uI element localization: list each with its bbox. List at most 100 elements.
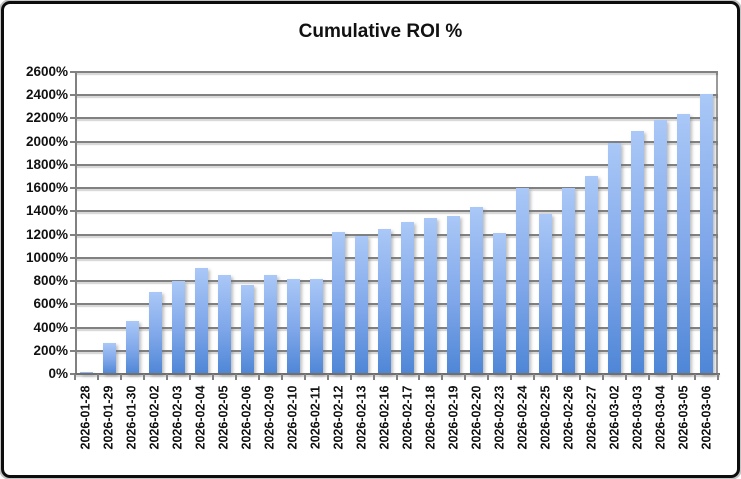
y-tick-mark <box>70 94 76 97</box>
x-tick-label: 2026-03-02 <box>607 385 622 450</box>
y-tick-label: 800% <box>33 273 68 289</box>
x-tick-mark <box>464 374 467 380</box>
bar <box>607 142 621 374</box>
chart-title: Cumulative ROI % <box>298 21 463 42</box>
y-tick-mark <box>70 210 76 213</box>
y-tick-label: 1600% <box>25 180 68 196</box>
x-tick-label: 2026-03-05 <box>676 385 691 450</box>
x-tick-label: 2026-02-03 <box>170 385 185 450</box>
x-tick-mark <box>303 374 306 380</box>
bar <box>148 292 162 374</box>
x-tick-label: 2026-02-19 <box>446 385 461 450</box>
plot-right-border <box>716 72 718 374</box>
x-tick-label: 2026-02-09 <box>262 385 277 450</box>
gridline <box>75 256 718 259</box>
x-tick-mark <box>441 374 444 380</box>
bar <box>516 187 530 374</box>
x-tick-label: 2026-02-27 <box>584 385 599 450</box>
bar <box>699 94 713 374</box>
gridline <box>75 187 718 190</box>
bar <box>561 187 575 374</box>
gridline <box>75 233 718 236</box>
x-tick-label: 2026-01-28 <box>78 385 93 450</box>
y-tick-label: 1400% <box>25 203 68 219</box>
gridline <box>75 303 718 306</box>
x-tick-label: 2026-03-03 <box>630 385 645 450</box>
y-tick-label: 1800% <box>25 156 68 172</box>
bar <box>125 320 139 374</box>
x-tick-label: 2026-02-24 <box>515 385 530 450</box>
y-tick-label: 0% <box>48 366 68 381</box>
bar <box>332 231 346 374</box>
x-tick-mark <box>556 374 559 380</box>
x-tick-label: 2026-02-02 <box>147 385 162 450</box>
gridline <box>75 71 718 73</box>
y-tick-label: 2000% <box>25 133 68 149</box>
y-tick-label: 1200% <box>25 226 68 242</box>
bar <box>309 279 323 374</box>
x-tick-label: 2026-02-13 <box>354 385 369 450</box>
y-tick-mark <box>70 71 76 73</box>
y-tick-mark <box>70 256 76 259</box>
x-tick-label: 2026-02-26 <box>561 385 576 450</box>
x-tick-mark <box>418 374 421 380</box>
bar <box>424 218 438 374</box>
bar <box>171 280 185 374</box>
x-tick-mark <box>602 374 605 380</box>
x-tick-mark <box>349 374 352 380</box>
x-tick-mark <box>579 374 582 380</box>
x-tick-mark <box>395 374 398 380</box>
bar <box>355 235 369 374</box>
y-tick-mark <box>70 140 76 143</box>
gridline <box>75 326 718 329</box>
x-tick-mark <box>533 374 536 380</box>
x-tick-label: 2026-01-29 <box>101 385 116 450</box>
bar <box>584 175 598 374</box>
x-tick-label: 2026-02-05 <box>216 385 231 450</box>
bar <box>676 114 690 374</box>
x-tick-label: 2026-02-10 <box>285 385 300 450</box>
bar <box>217 274 231 374</box>
x-tick-mark <box>510 374 513 380</box>
y-tick-mark <box>70 187 76 190</box>
x-tick-mark <box>326 374 329 380</box>
x-tick-label: 2026-03-04 <box>653 385 668 450</box>
x-tick-mark <box>211 374 214 380</box>
x-tick-mark <box>671 374 674 380</box>
y-tick-label: 200% <box>33 342 68 358</box>
x-tick-mark <box>74 374 76 380</box>
y-tick-mark <box>70 303 76 306</box>
gridline <box>75 117 718 120</box>
y-tick-mark <box>70 163 76 166</box>
y-tick-label: 2600% <box>25 64 68 79</box>
bar <box>263 274 277 374</box>
y-tick-mark <box>70 233 76 236</box>
x-tick-label: 2026-02-18 <box>423 385 438 450</box>
y-tick-label: 600% <box>33 296 68 312</box>
bar-series <box>75 72 718 374</box>
y-tick-label: 400% <box>33 319 68 335</box>
bar <box>401 222 415 374</box>
x-tick-label: 2026-02-25 <box>538 385 553 450</box>
bar <box>240 285 254 374</box>
bar <box>286 279 300 374</box>
x-tick-mark <box>717 374 719 380</box>
y-tick-label: 2400% <box>25 87 68 103</box>
x-tick-mark <box>280 374 283 380</box>
x-tick-label: 2026-02-17 <box>400 385 415 450</box>
plot-area <box>75 71 718 374</box>
y-tick-mark <box>70 373 76 375</box>
x-tick-mark <box>119 374 122 380</box>
y-axis-line <box>75 72 77 374</box>
x-tick-mark <box>165 374 168 380</box>
gridline <box>75 94 718 97</box>
x-tick-mark <box>625 374 628 380</box>
bar <box>470 207 484 374</box>
gridline <box>75 140 718 143</box>
x-tick-mark <box>648 374 651 380</box>
x-tick-mark <box>694 374 697 380</box>
x-tick-label: 2026-02-20 <box>469 385 484 450</box>
bar <box>493 233 507 374</box>
